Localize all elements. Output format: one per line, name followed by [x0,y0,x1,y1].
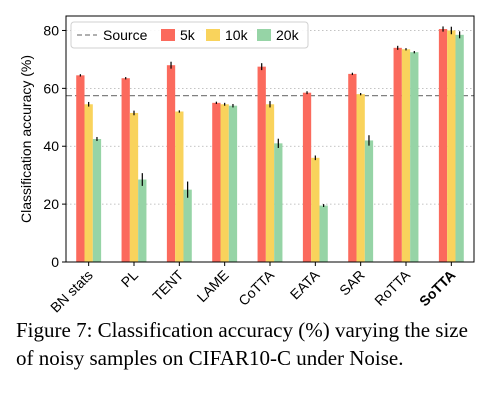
bar-5k-lame [212,102,221,262]
y-tick-label: 0 [51,254,59,270]
bar-10k-lame [220,104,229,262]
bar-20k-bn-stats [92,139,102,262]
bar-10k-sar [356,94,365,262]
bar-10k-bn-stats [84,104,93,262]
x-tick-label: TENT [149,266,186,303]
y-tick-labels: 0 20 40 60 80 [43,22,66,270]
bar-10k-eata [311,157,320,262]
y-axis-label: Classification accuracy (%) [18,55,34,223]
legend-label-20k: 20k [276,27,300,43]
legend-swatch-5k [161,29,175,41]
bar-5k-tent [166,65,176,262]
bar-10k-tent [175,111,184,262]
bar-10k-cotta [265,104,275,262]
legend-label-5k: 5k [180,27,196,43]
bars [76,29,464,263]
x-tick-label: SoTTA [416,267,458,309]
bar-20k-lame [228,105,238,262]
x-tick-label: RoTTA [371,266,413,308]
y-tick-label: 60 [43,80,59,96]
y-tick-label: 20 [43,196,59,212]
legend-source-label: Source [103,27,148,43]
figure-caption: Figure 7: Classification accuracy (%) va… [16,318,468,370]
bar-20k-tent [183,189,192,262]
bar-5k-eata [302,92,312,262]
y-tick-label: 80 [43,22,59,38]
x-tick-label: EATA [287,266,323,302]
x-tick-label: CoTTA [235,266,277,308]
bar-10k-rotta [401,49,411,263]
bar-chart: 0 20 40 60 80 BN stats PL TENT LAME CoTTA EATA SAR… [18,15,475,315]
bar-10k-pl [129,112,139,262]
bar-5k-pl [121,78,130,262]
bar-20k-pl [138,179,147,262]
bar-20k-sotta [455,34,464,262]
x-tick-label: BN stats [47,267,96,315]
legend: Source 5k 10k 20k [70,21,309,49]
bar-5k-sotta [438,29,448,262]
legend-swatch-10k [206,29,220,41]
x-tick-labels: BN stats PL TENT LAME CoTTA EATA SAR RoTTA SoTTA [47,262,458,315]
bar-20k-rotta [410,52,419,263]
y-tick-label: 40 [43,138,59,154]
legend-box [70,21,309,49]
x-tick-label: SAR [336,267,368,299]
bar-10k-sotta [447,30,456,263]
x-tick-label: PL [118,267,142,291]
bar-20k-sar [364,140,374,262]
legend-label-10k: 10k [225,27,249,43]
error-bars [79,26,461,208]
bar-5k-sar [348,73,357,262]
bar-20k-eata [319,205,328,262]
bar-5k-cotta [257,66,266,262]
bar-5k-rotta [393,47,402,262]
bar-20k-cotta [274,143,283,262]
legend-swatch-20k [257,29,271,41]
x-tick-label: LAME [194,267,232,305]
bar-5k-bn-stats [76,75,85,263]
